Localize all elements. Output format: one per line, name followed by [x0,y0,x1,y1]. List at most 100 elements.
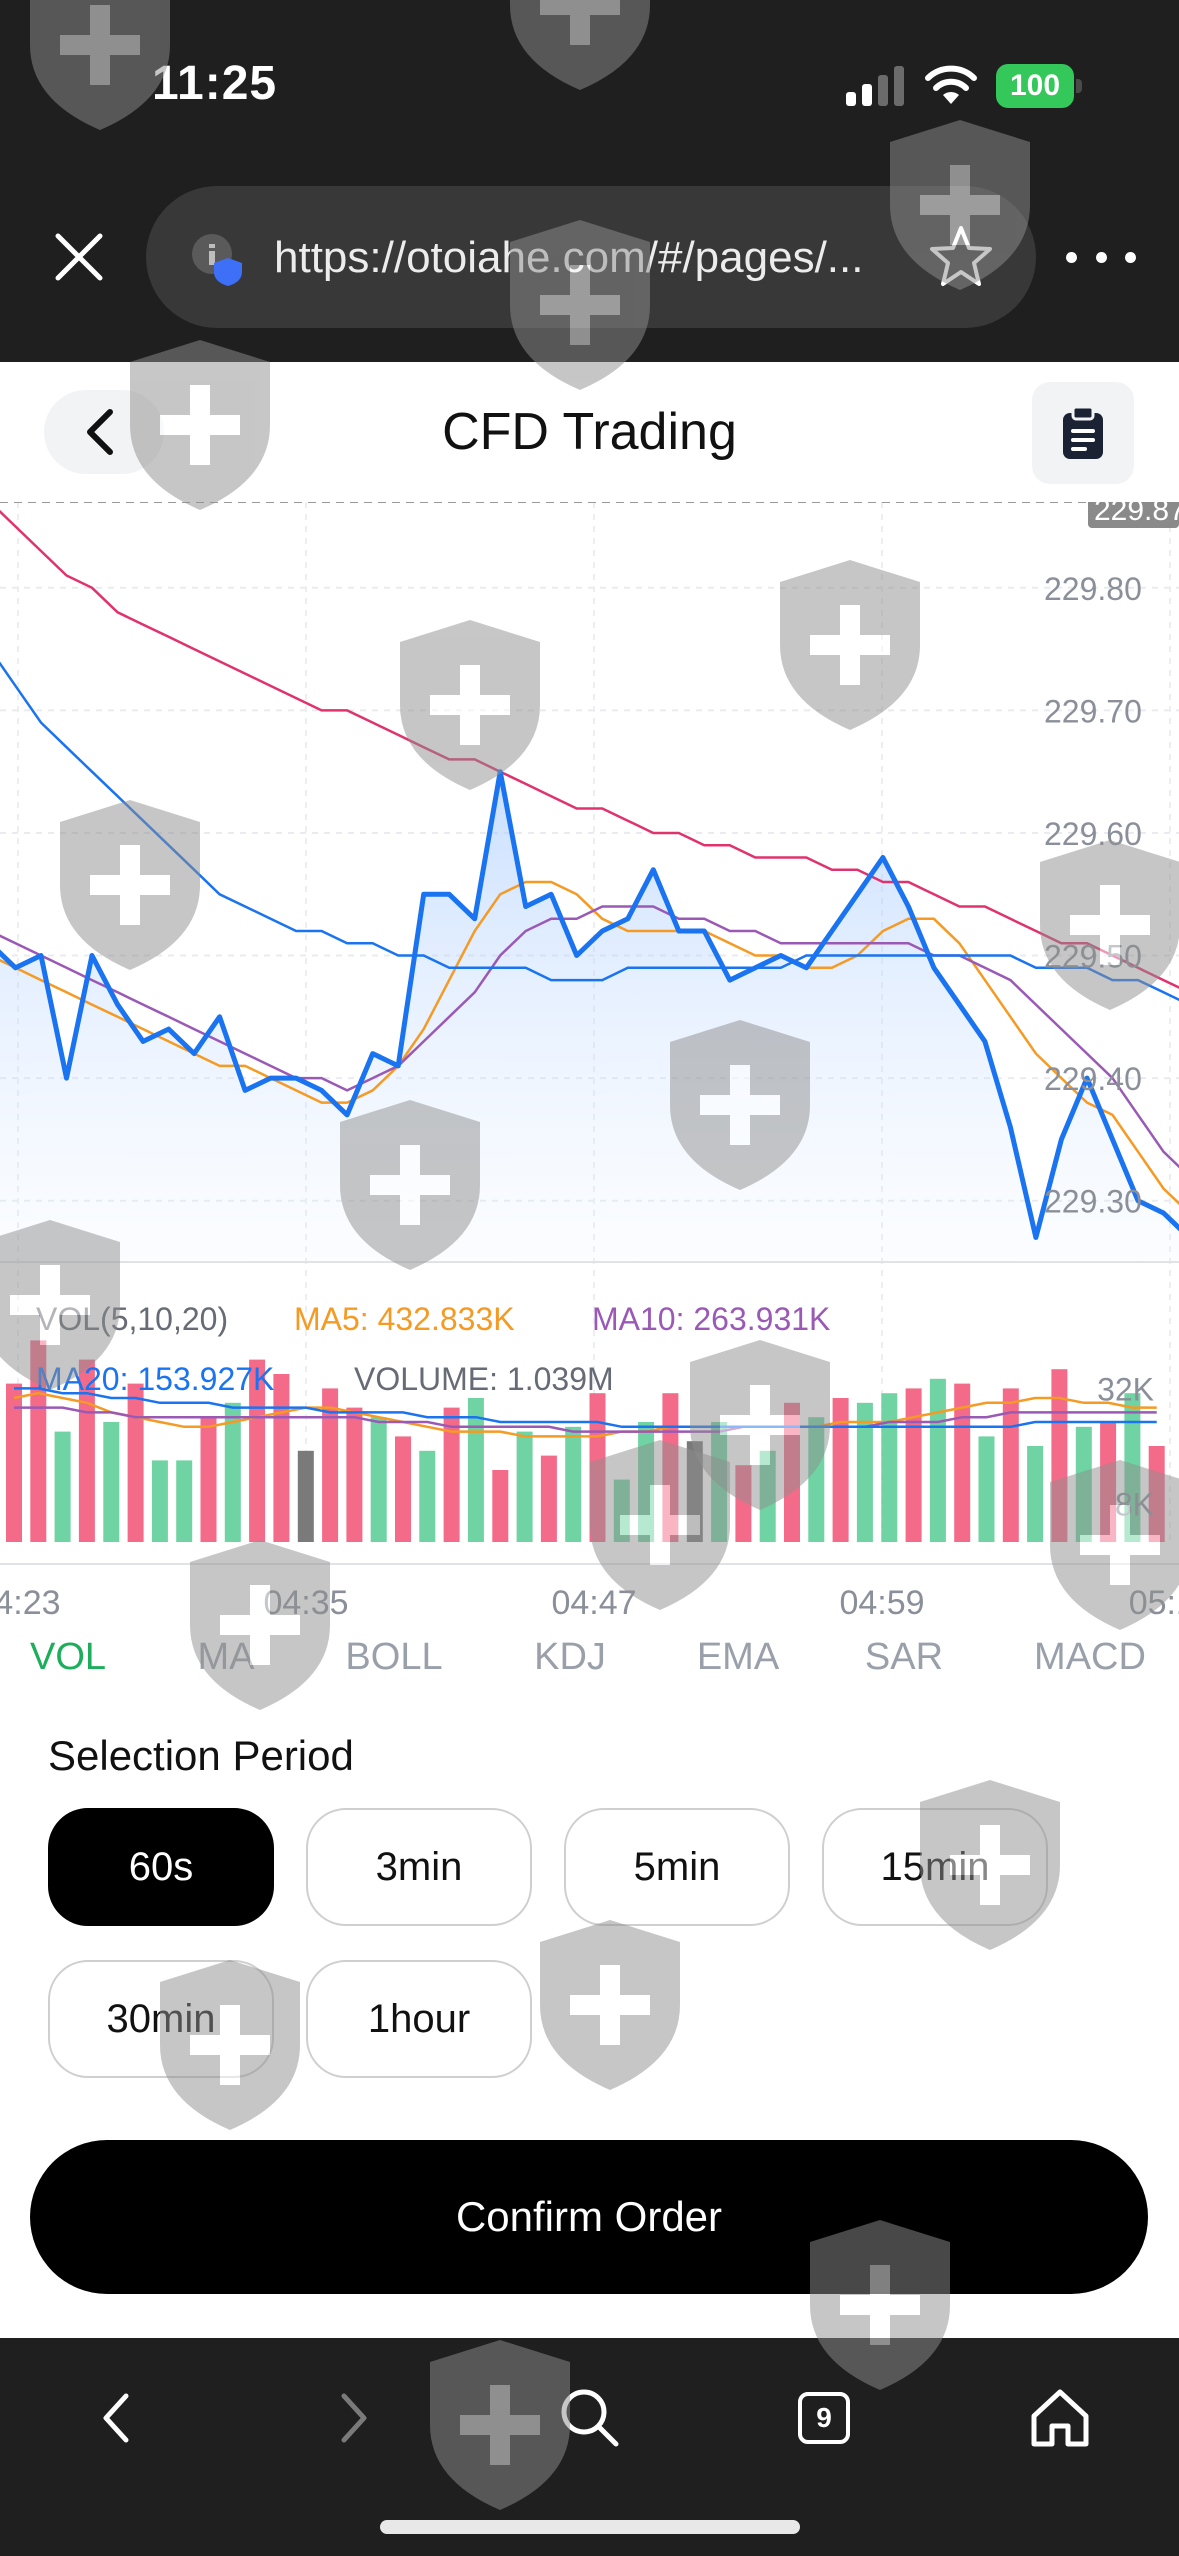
bookmark-star-icon[interactable] [926,222,996,292]
period-15min-button[interactable]: 15min [822,1808,1048,1926]
volume-bar [808,1417,825,1542]
time-tick-label: 04:59 [839,1584,924,1622]
volume-bar [322,1388,339,1542]
volume-bar [492,1470,509,1542]
volume-bar [540,1455,557,1542]
volume-bar [419,1450,436,1542]
tab-ema[interactable]: EMA [696,1636,780,1678]
app-header: CFD Trading [0,362,1179,502]
volume-ma-lines [13,1387,1157,1438]
volume-bar [54,1431,71,1542]
site-info-icon[interactable] [190,230,246,286]
confirm-order-button[interactable]: Confirm Order [30,2140,1148,2294]
volume-bar [954,1383,971,1542]
tab-ma[interactable]: MA [197,1636,255,1678]
price-tick-label: 229.80 [1044,571,1142,607]
search-button[interactable] [550,2378,630,2458]
chevron-left-icon [87,409,113,455]
volume-bar [1100,1422,1117,1542]
volume-bar [1075,1426,1092,1542]
wifi-icon [925,65,977,104]
orders-button[interactable] [1032,382,1134,484]
period-5min-button[interactable]: 5min [564,1808,790,1926]
price-tick-label: 229.40 [1044,1061,1142,1097]
volume-bar [686,1441,703,1542]
browser-back-button[interactable] [76,2378,156,2458]
price-tick-label: 229.60 [1044,816,1142,852]
vol-ma10-label: MA10: 263.931K [592,1301,830,1337]
volume-bar [273,1374,290,1542]
tab-boll[interactable]: BOLL [345,1636,443,1678]
volume-ma20-line [14,1387,1157,1429]
cellular-signal-icon [846,66,904,106]
volume-bar [759,1450,776,1542]
volume-bar [613,1479,630,1542]
volume-bar [1027,1446,1044,1542]
chevron-left-icon [103,2393,129,2443]
volume-bar [589,1393,606,1542]
vol-volume-label: VOLUME: 1.039M [354,1361,614,1397]
volume-bar [856,1402,873,1542]
more-dot-icon [1125,251,1136,263]
home-button[interactable] [1020,2378,1100,2458]
volume-bar [711,1422,728,1542]
more-dot-icon [1095,251,1107,263]
time-tick-label: 04:35 [263,1584,348,1622]
close-browser-button[interactable] [44,222,114,292]
clipboard-icon [1063,405,1103,459]
tab-vol[interactable]: VOL [29,1636,107,1678]
volume-bar [370,1417,387,1542]
volume-bar [929,1378,946,1542]
volume-legend: VOL(5,10,20) MA5: 432.833K MA10: 263.931… [36,1301,830,1397]
period-1hour-button[interactable]: 1hour [306,1960,532,2078]
price-tick-label: 229.30 [1044,1184,1142,1220]
price-area-fill [0,771,1179,1262]
more-dot-icon [1066,251,1077,263]
volume-bar [249,1359,266,1542]
vol-legend-label: VOL(5,10,20) [36,1301,228,1337]
kline-chart[interactable]: 229.87 229.80229.70229.60229.50229.40229… [0,502,1179,1626]
volume-bar [6,1383,22,1542]
period-3min-button[interactable]: 3min [306,1808,532,1926]
period-section-title: Selection Period [48,1732,354,1779]
period-30min-button[interactable]: 30min [48,1960,274,2078]
volume-bar [881,1393,898,1542]
volume-bar [516,1431,533,1542]
close-icon [55,233,103,281]
volume-bar [346,1407,363,1542]
volume-bar [224,1402,241,1542]
period-60s-button[interactable]: 60s [48,1808,274,1926]
tab-kdj[interactable]: KDJ [534,1636,606,1678]
vol-ma20-label: MA20: 153.927K [36,1361,274,1397]
volume-bar [200,1417,217,1542]
url-text[interactable]: https://otoiahe.com/#/pages/... [274,233,864,282]
time-axis: 04:23 04:35 04:47 04:59 05:11 [0,1584,1179,1622]
volume-ma5-line [13,1391,1157,1438]
volume-bar [30,1340,47,1542]
home-icon [1031,2389,1089,2447]
url-bar[interactable]: https://otoiahe.com/#/pages/... [146,186,1036,328]
tab-macd[interactable]: MACD [1034,1636,1146,1678]
battery-level: 100 [996,64,1074,108]
price-ma30-line [0,509,1179,989]
page-title: CFD Trading [442,403,737,461]
tab-count-badge: 9 [798,2392,850,2444]
tabs-button[interactable]: 9 [786,2378,866,2458]
time-tick-label: 04:23 [0,1584,61,1622]
vol-ma5-label: MA5: 432.833K [294,1301,515,1337]
more-options-button[interactable] [1066,232,1136,282]
price-tick-label: 229.70 [1044,693,1142,729]
volume-bar [176,1460,193,1542]
browser-forward-button[interactable] [314,2378,394,2458]
volume-bar [978,1436,995,1542]
search-icon [561,2389,619,2447]
volume-bar [103,1422,120,1542]
tab-sar[interactable]: SAR [864,1636,944,1678]
volume-bar [297,1450,314,1542]
current-price-tag: 229.87 [1088,502,1179,528]
volume-bar [443,1407,460,1542]
battery-icon: 100 [996,64,1082,108]
volume-bar [565,1426,582,1542]
volume-bar [127,1383,144,1542]
